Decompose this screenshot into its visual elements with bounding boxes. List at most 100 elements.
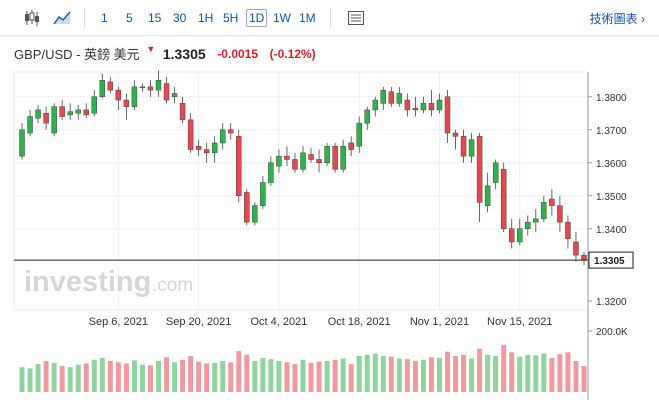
down-arrow-icon: ▼: [146, 43, 156, 54]
timeframe-5h-button[interactable]: 5H: [223, 11, 239, 25]
volume-bar: [59, 365, 65, 392]
volume-bar: [412, 361, 418, 392]
volume-bar: [180, 359, 186, 392]
volume-bar: [453, 356, 459, 392]
volume-bar: [276, 361, 282, 392]
area-chart-icon[interactable]: [52, 8, 72, 28]
timeframe-1m-button[interactable]: 1M: [299, 11, 316, 25]
volume-bar: [485, 354, 491, 392]
table-view-icon[interactable]: [346, 8, 366, 28]
volume-bar: [541, 353, 547, 392]
quote-header: GBP/USD - 英鎊 美元 ▼ 1.3305 -0.0015 (-0.12%…: [14, 44, 316, 64]
y-tick-label: 1.3700: [596, 126, 627, 137]
volume-bar: [300, 359, 306, 392]
volume-bar: [268, 359, 274, 392]
candle-body: [404, 99, 411, 111]
y-tick-label: 1.3800: [596, 93, 627, 104]
y-tick-label: 1.3400: [596, 225, 627, 236]
timeframe-5min-button[interactable]: 5: [126, 11, 133, 25]
volume-bar: [131, 360, 137, 392]
candle-body: [332, 146, 338, 170]
volume-bar: [83, 363, 89, 392]
candle-body: [260, 182, 266, 206]
volume-bar: [51, 362, 57, 392]
volume-bar: [147, 365, 153, 392]
candlestick-chart-icon[interactable]: [22, 8, 42, 28]
candle-body: [541, 202, 547, 220]
toolbar-separator: [84, 8, 85, 28]
candle-body: [27, 116, 33, 134]
volume-bar: [260, 357, 266, 392]
volume-bar: [316, 361, 322, 392]
candle-body: [284, 155, 290, 160]
volume-bar: [436, 357, 442, 392]
timeframe-1d-button[interactable]: 1D: [246, 9, 268, 27]
timeframe-1w-button[interactable]: 1W: [273, 11, 291, 25]
volume-bar: [340, 358, 346, 392]
volume-bar: [445, 351, 450, 392]
x-tick-label: Sep 6, 2021: [89, 316, 148, 328]
candle-body: [517, 228, 523, 243]
toolbar-separator: [330, 8, 331, 28]
x-tick-label: Nov 1, 2021: [410, 316, 469, 328]
candle-body: [428, 103, 435, 111]
timeframe-15min-button[interactable]: 15: [148, 11, 162, 25]
candle-body: [131, 86, 138, 107]
candle-body: [348, 142, 354, 150]
candlestick-series: [19, 70, 587, 266]
volume-bar: [388, 356, 394, 392]
volume-bar: [196, 361, 202, 392]
candle-body: [460, 136, 467, 157]
x-tick-label: Oct 4, 2021: [250, 316, 307, 328]
volume-bar: [115, 362, 121, 392]
candle-body: [107, 81, 114, 91]
volume-bar: [396, 358, 402, 392]
candle-body: [268, 162, 274, 183]
candle-body: [236, 136, 242, 197]
volume-bar: [469, 358, 475, 392]
axis-labels: Sep 6, 2021 Sep 20, 2021 Oct 4, 2021 Oct 18…: [89, 93, 628, 338]
volume-bar: [164, 357, 170, 392]
candle-body: [123, 99, 130, 107]
candle-body: [83, 109, 89, 116]
volume-bar: [19, 367, 25, 392]
candle-body: [412, 108, 419, 111]
volume-bar: [236, 351, 242, 392]
volume-bar: [428, 357, 434, 392]
price-change: -0.0015: [217, 46, 259, 61]
volume-axis-label: 200.0K: [596, 327, 628, 338]
volume-bar: [107, 361, 113, 392]
volume-bar: [284, 362, 290, 392]
timeframe-30min-button[interactable]: 30: [173, 11, 187, 25]
candle-body: [171, 93, 178, 97]
candle-body: [468, 139, 475, 157]
volume-bar: [252, 361, 258, 392]
candle-body: [364, 109, 370, 124]
volume-bar: [501, 344, 507, 392]
volume-bars: [19, 344, 587, 392]
volume-bar: [75, 364, 81, 392]
volume-bar: [404, 359, 410, 392]
candle-body: [99, 80, 106, 97]
candle-body: [388, 91, 395, 104]
candle-body: [356, 122, 362, 147]
candle-body: [51, 106, 57, 134]
candle-body: [380, 89, 387, 104]
candle-body: [244, 192, 250, 223]
candle-body: [396, 93, 403, 104]
volume-bar: [348, 364, 354, 392]
technical-chart-label: 技術圖表: [589, 12, 638, 26]
candle-body: [139, 86, 146, 89]
timeframe-1h-button[interactable]: 1H: [198, 11, 214, 25]
candle-body: [372, 99, 378, 111]
timeframe-1min-button[interactable]: 1: [101, 11, 108, 25]
technical-chart-link[interactable]: 技術圖表 ›: [590, 10, 645, 27]
volume-bar: [420, 359, 426, 392]
candle-body: [420, 103, 427, 111]
candle-body: [500, 169, 507, 230]
volume-bar: [324, 361, 330, 392]
candle-body: [228, 129, 234, 134]
candle-body: [91, 96, 98, 114]
x-tick-label: Nov 15, 2021: [487, 316, 552, 328]
